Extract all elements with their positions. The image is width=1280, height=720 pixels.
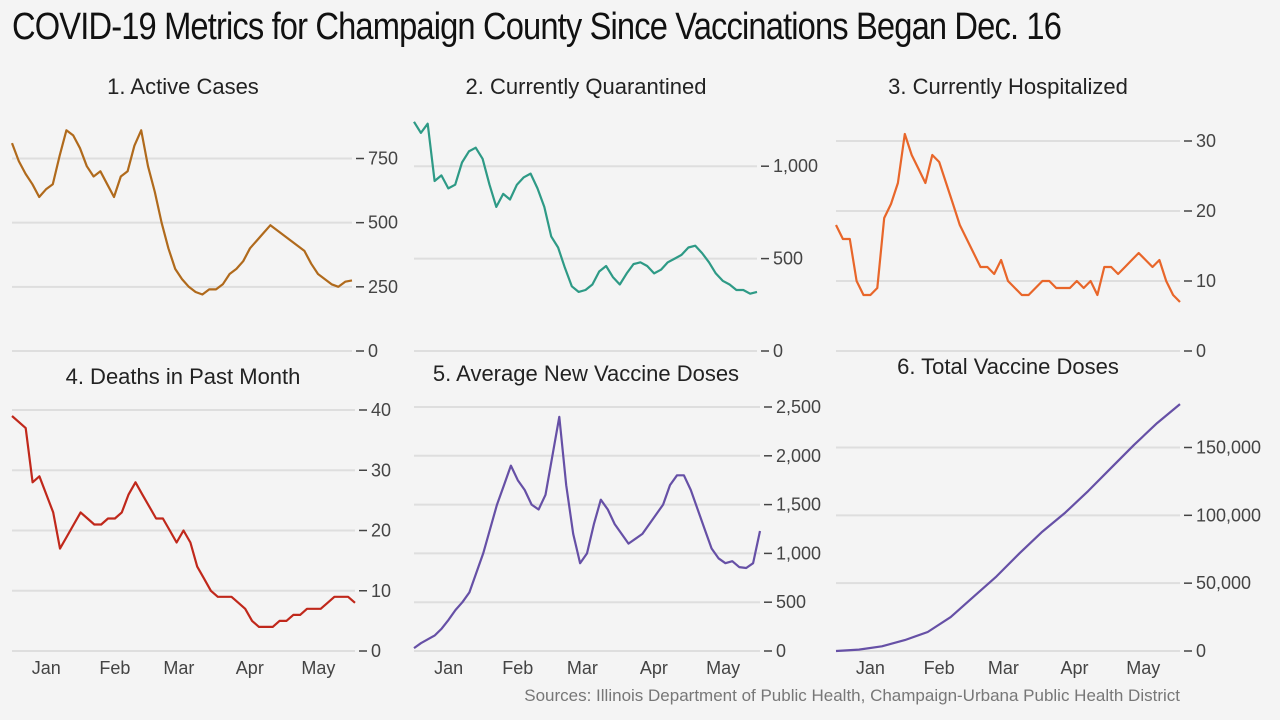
chart-6-xtick-label: Apr	[1060, 658, 1088, 678]
chart-5-xtick-label: Mar	[567, 658, 598, 678]
chart-1-ytick-label: 750	[368, 149, 398, 169]
chart-6-ytick-label: 0	[1196, 641, 1206, 661]
chart-5-ytick-label: 2,000	[776, 446, 821, 466]
chart-1-title: 1. Active Cases	[107, 74, 259, 99]
chart-4-title: 4. Deaths in Past Month	[66, 364, 301, 389]
chart-5-xtick-label: Feb	[502, 658, 533, 678]
chart-6-xtick-label: Jan	[856, 658, 885, 678]
chart-3-ytick-label: 30	[1196, 131, 1216, 151]
chart-3-ytick-label: 20	[1196, 201, 1216, 221]
chart-2-series-line	[413, 121, 758, 295]
chart-4-xtick-label: Mar	[163, 658, 194, 678]
chart-4-ytick-label: 30	[371, 460, 391, 480]
chart-5-xtick-label: May	[706, 658, 740, 678]
chart-6-xtick-label: May	[1126, 658, 1160, 678]
chart-4-xtick-label: Feb	[99, 658, 130, 678]
chart-3-ytick-label: 10	[1196, 271, 1216, 291]
chart-2-title: 2. Currently Quarantined	[466, 74, 707, 99]
chart-4-ytick-label: 10	[371, 581, 391, 601]
chart-5-ytick-label: 2,500	[776, 397, 821, 417]
chart-6-xtick-label: Mar	[988, 658, 1019, 678]
source-note: Sources: Illinois Department of Public H…	[524, 686, 1180, 705]
chart-3-ytick-label: 0	[1196, 341, 1206, 361]
chart-4-series-line	[11, 415, 356, 629]
chart-1-ytick-label: 250	[368, 277, 398, 297]
chart-5-ytick-label: 1,500	[776, 495, 821, 515]
chart-5-series-line	[413, 415, 762, 649]
chart-5-xtick-label: Apr	[640, 658, 668, 678]
chart-2-ytick-label: 0	[773, 341, 783, 361]
chart-6-ytick-label: 100,000	[1196, 505, 1261, 525]
chart-6-title: 6. Total Vaccine Doses	[897, 354, 1119, 379]
chart-3-series-line	[835, 132, 1181, 303]
chart-3-title: 3. Currently Hospitalized	[888, 74, 1128, 99]
chart-4-ytick-label: 0	[371, 641, 381, 661]
chart-6-ytick-label: 50,000	[1196, 573, 1251, 593]
chart-2-ytick-label: 1,000	[773, 156, 818, 176]
chart-5-ytick-label: 0	[776, 641, 786, 661]
chart-4-ytick-label: 40	[371, 400, 391, 420]
chart-2-ytick-label: 500	[773, 249, 803, 269]
chart-4-xtick-label: Apr	[236, 658, 264, 678]
chart-4-ytick-label: 20	[371, 521, 391, 541]
chart-5-ytick-label: 500	[776, 592, 806, 612]
chart-6-ytick-label: 150,000	[1196, 437, 1261, 457]
chart-4-xtick-label: May	[301, 658, 335, 678]
chart-5-xtick-label: Jan	[434, 658, 463, 678]
chart-4-xtick-label: Jan	[32, 658, 61, 678]
chart-5-title: 5. Average New Vaccine Doses	[433, 361, 739, 386]
chart-6-series-line	[835, 403, 1181, 653]
chart-1-series-line	[10, 129, 353, 296]
chart-5-ytick-label: 1,000	[776, 543, 821, 563]
page-title: COVID-19 Metrics for Champaign County Si…	[12, 6, 1062, 48]
chart-6-xtick-label: Feb	[924, 658, 955, 678]
chart-1-ytick-label: 0	[368, 341, 378, 361]
chart-1-ytick-label: 500	[368, 213, 398, 233]
